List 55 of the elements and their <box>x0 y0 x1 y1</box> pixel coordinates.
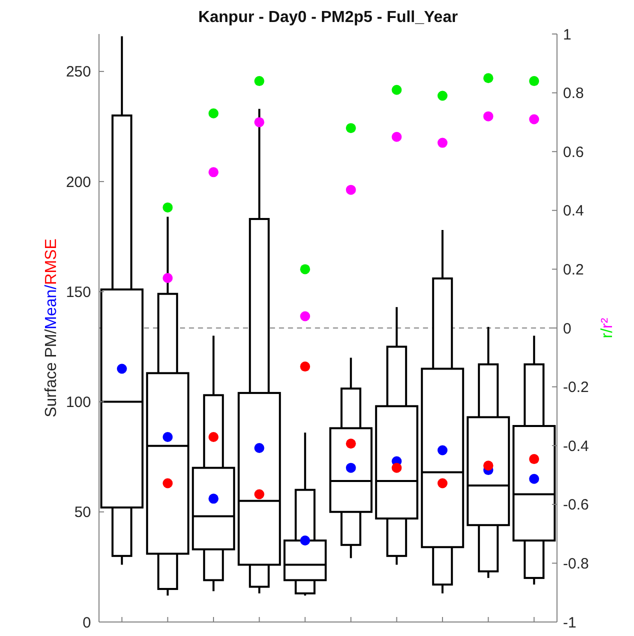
point <box>529 474 540 484</box>
y-tick-label: 0 <box>82 614 91 632</box>
point <box>483 460 494 471</box>
point <box>346 123 356 134</box>
y2-tick-label: -0.6 <box>563 496 589 514</box>
point <box>162 202 173 212</box>
point <box>346 462 356 473</box>
point <box>300 311 310 322</box>
point <box>438 478 448 488</box>
point <box>208 108 218 118</box>
point <box>254 489 264 500</box>
chart-title: Kanpur - Day0 - PM2p5 - Full_Year <box>198 9 458 26</box>
point <box>529 76 540 86</box>
point <box>162 273 173 284</box>
point <box>483 111 494 122</box>
y2-tick-label: -0.4 <box>563 438 589 455</box>
y2-tick-label: 0.2 <box>563 261 584 278</box>
point <box>392 132 402 142</box>
y2-tick-label: -0.8 <box>563 555 589 572</box>
y2-tick-label: 0.4 <box>563 202 584 220</box>
point <box>300 264 310 274</box>
point <box>254 443 264 454</box>
y2-tick-label: -0.2 <box>563 379 589 396</box>
point <box>254 76 264 86</box>
point <box>208 167 218 178</box>
point <box>208 432 218 442</box>
point <box>438 90 448 101</box>
point <box>438 138 448 148</box>
point <box>208 494 218 504</box>
point <box>346 438 356 449</box>
point <box>254 117 264 128</box>
y-tick-label: 150 <box>66 284 91 301</box>
y2-tick-label: 0.8 <box>563 85 584 102</box>
point <box>438 445 448 456</box>
y2-tick-label: -1 <box>563 614 576 632</box>
point <box>529 114 540 124</box>
point <box>529 454 540 464</box>
point <box>116 364 127 374</box>
point <box>162 432 173 442</box>
y-tick-label: 50 <box>74 504 91 522</box>
point <box>346 184 356 195</box>
y-tick-label: 250 <box>66 64 91 81</box>
point <box>392 84 402 95</box>
y2-tick-label: 0.6 <box>563 144 584 161</box>
point <box>483 73 494 84</box>
point <box>162 478 173 488</box>
y-axis-title: Surface PM/Mean/RMSE <box>43 238 60 418</box>
y2-tick-label: 1 <box>563 26 572 44</box>
point <box>392 462 402 473</box>
y2-tick-label: 0 <box>563 320 572 338</box>
y-tick-label: 100 <box>66 394 91 412</box>
y-tick-label: 200 <box>66 174 91 191</box>
y2-axis-title: r/r² <box>599 317 616 338</box>
point <box>300 536 310 546</box>
point <box>300 362 310 372</box>
